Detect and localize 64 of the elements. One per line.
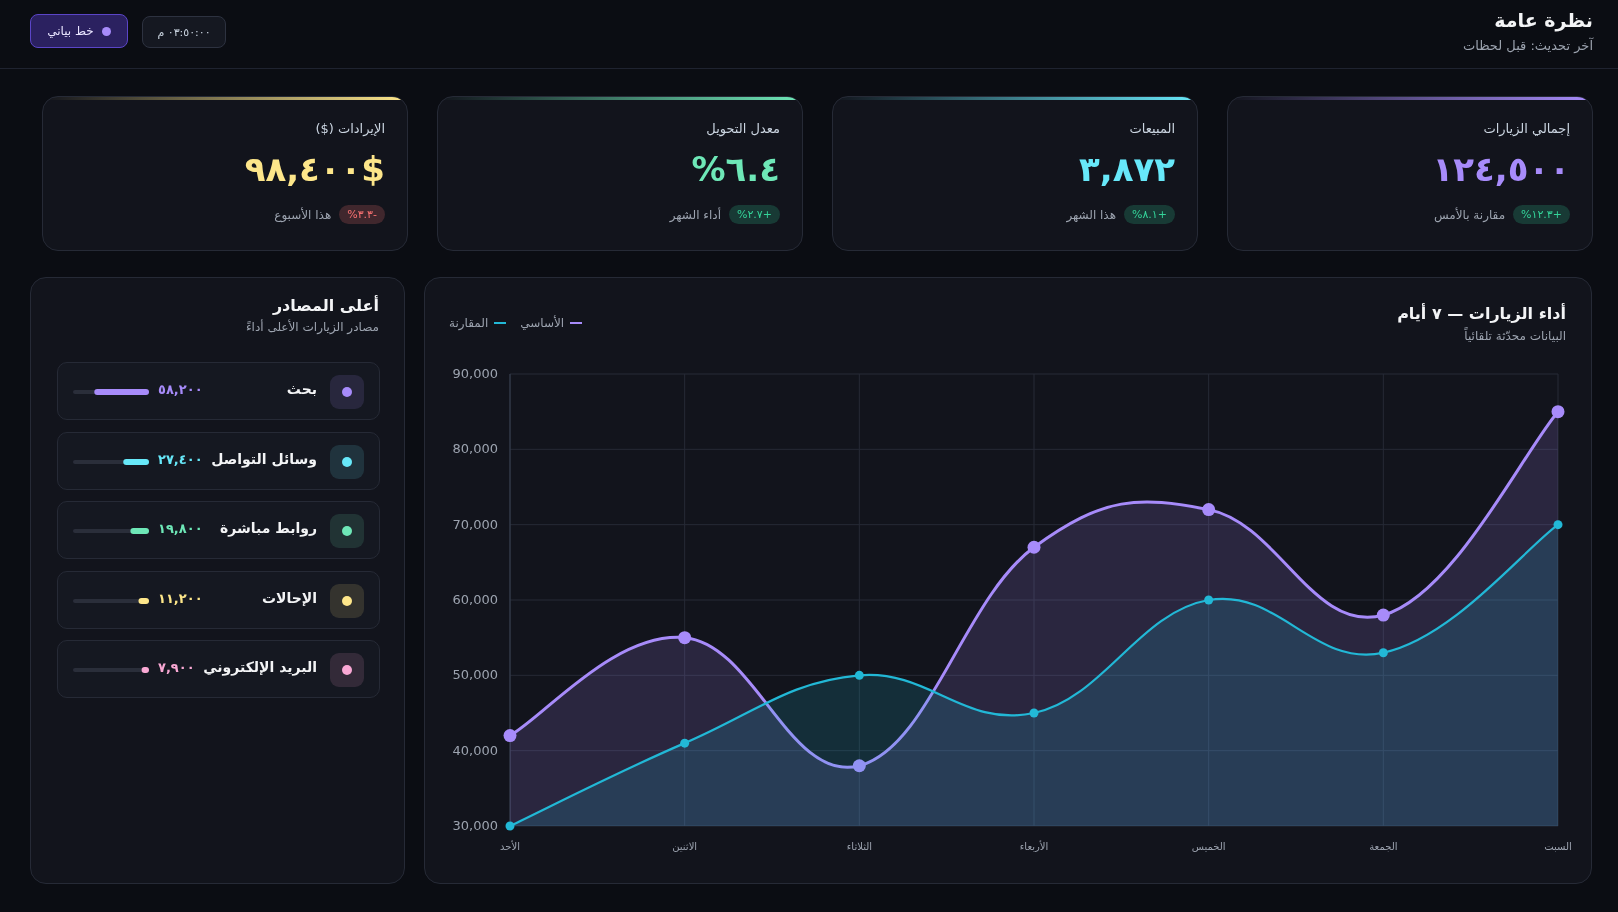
data-label: ٥٨,٢٠٠ [158,382,203,397]
y-tick-label: 80,000 [452,441,498,457]
y-tick-label: 60,000 [452,592,498,607]
text: مقارنة بالأمس [1433,207,1506,222]
point [505,821,515,831]
y-tick-label: 90,000 [452,366,498,381]
text: $٩٨,٤٠٠ [244,149,385,189]
y-tick-label: بحث [286,381,317,397]
y-tick-label: روابط مباشرة [219,520,317,536]
point [1376,608,1390,622]
text: إجمالي الزيارات [1483,121,1570,136]
text: ٠٣:٥٠:٠٠ م [142,16,226,48]
point [1378,648,1388,658]
legend-label: المقارنة [449,316,489,330]
text: هذا الأسبوع [274,207,332,222]
text: +٨.١% [1124,205,1175,224]
point [680,738,690,748]
point [503,729,517,743]
y-tick-label: الإحالات [261,589,317,606]
text: هذا الشهر [1066,207,1116,222]
point [1551,405,1565,419]
data-label: ١١,٢٠٠ [158,590,203,606]
y-tick-label: البريد الإلكتروني [203,659,317,675]
x-tick-label: السبت [1544,841,1572,852]
text: خط بياني [47,24,94,38]
text: أعلى المصادر [272,296,379,315]
point [852,759,866,773]
text: الإيرادات ($) [315,121,385,136]
chart-title: أداء الزيارات — ٧ أيام [1397,304,1566,323]
data-label: ٢٧,٤٠٠ [158,451,203,467]
point [1027,540,1041,554]
text: مصادر الزيارات الأعلى أداءً [245,320,379,334]
legend-label: الأساسي [520,316,565,330]
y-tick-label: 30,000 [452,818,498,833]
text: ٣,٨٧٢ [1079,149,1175,189]
point [854,670,864,680]
text: أداء الشهر [669,207,721,222]
y-tick-label: 40,000 [452,742,498,758]
x-tick-label: الجمعة [1369,841,1398,852]
y-tick-label: 70,000 [452,516,498,532]
x-tick-label: الاثنين [672,841,698,852]
data-label: ٧,٩٠٠ [158,660,195,675]
point [1202,503,1216,517]
x-tick-label: الثلاثاء [846,841,873,852]
text: المبيعات [1129,121,1175,136]
point [1204,595,1214,605]
text: معدل التحويل [706,121,780,136]
text: ١٢٤,٥٠٠ [1432,149,1570,189]
text: آخر تحديث: قبل لحظات [1462,38,1593,53]
data-label: ١٩,٨٠٠ [158,521,203,536]
x-tick-label: الأربعاء [1019,840,1049,852]
point [678,631,692,645]
point [1553,520,1563,530]
y-tick-label: وسائل التواصل [211,450,317,467]
text: +١٢.٣% [1513,205,1570,224]
y-tick-label: 50,000 [452,667,498,683]
x-tick-label: الأحد [500,840,520,852]
text: -٣.٣% [339,205,385,224]
point [1029,708,1039,718]
x-tick-label: الخميس [1191,841,1226,852]
text: ٦.٤% [691,149,780,189]
text: +٢.٧% [729,205,780,224]
text: نظرة عامة [1494,9,1593,31]
chart-subtitle: البيانات محدّثة تلقائياً [1464,329,1566,343]
